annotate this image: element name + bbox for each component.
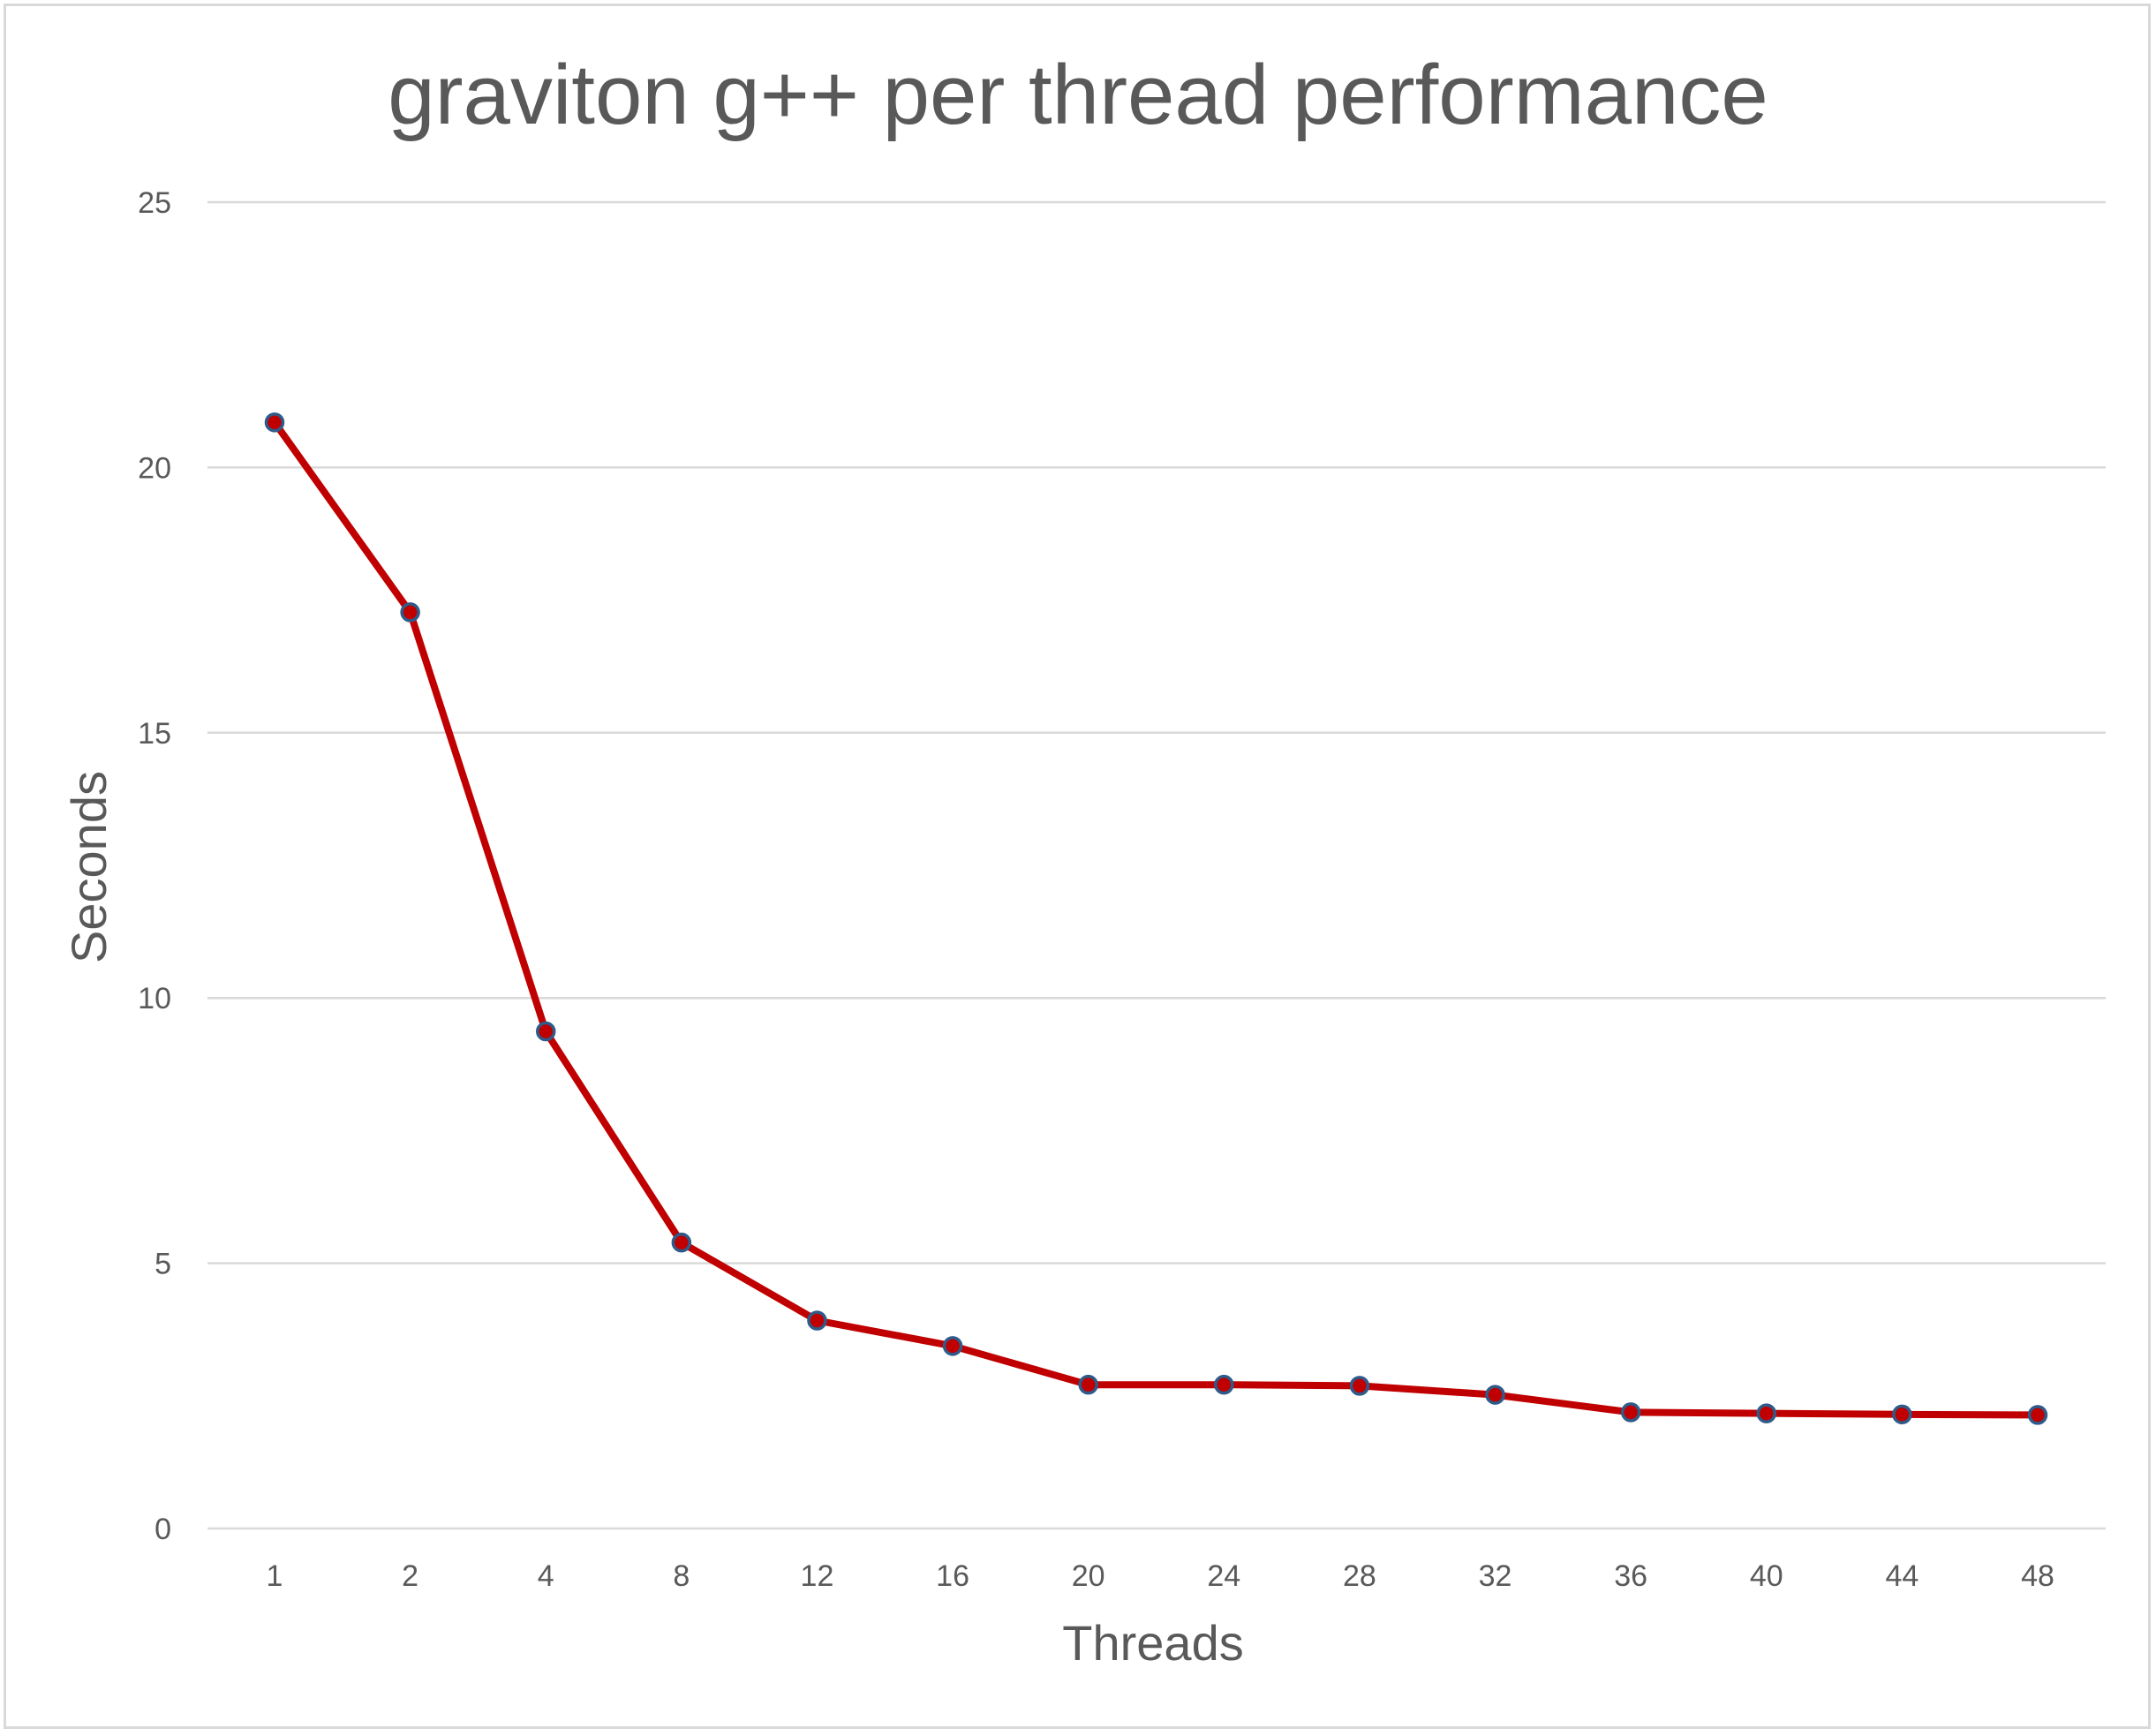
data-point-44: [1892, 1404, 1912, 1425]
chart-frame: [4, 4, 2151, 1729]
chart-title: graviton g++ per thread performance: [388, 48, 1768, 142]
y-tick-label-15: 15: [138, 717, 171, 751]
x-tick-label-20: 20: [1072, 1559, 1105, 1593]
y-tick-label-5: 5: [155, 1248, 171, 1281]
data-point-16: [942, 1336, 963, 1356]
series-layer: [264, 412, 2048, 1425]
data-point-4: [535, 1021, 556, 1042]
x-tick-label-4: 4: [538, 1559, 554, 1593]
data-point-24: [1214, 1374, 1234, 1395]
data-point-12: [807, 1310, 827, 1331]
gridlines: [207, 200, 2106, 1530]
x-tick-label-8: 8: [673, 1559, 690, 1593]
x-tick-label-16: 16: [936, 1559, 969, 1593]
y-tick-label-0: 0: [155, 1513, 171, 1546]
x-tick-label-32: 32: [1479, 1559, 1512, 1593]
x-tick-label-48: 48: [2021, 1559, 2054, 1593]
data-point-36: [1620, 1402, 1641, 1423]
x-tick-label-28: 28: [1343, 1559, 1376, 1593]
x-axis-title: Threads: [1062, 1615, 1243, 1671]
x-tick-label-2: 2: [402, 1559, 418, 1593]
y-axis-ticks: 0 5 10 15 20 25: [138, 186, 171, 1546]
data-point-28: [1349, 1376, 1370, 1396]
x-tick-label-36: 36: [1614, 1559, 1647, 1593]
y-tick-label-10: 10: [138, 982, 171, 1015]
y-tick-label-20: 20: [138, 451, 171, 485]
data-point-48: [2027, 1405, 2048, 1425]
data-point-20: [1078, 1374, 1098, 1395]
data-point-40: [1756, 1403, 1777, 1423]
data-point-1: [264, 412, 285, 433]
data-point-2: [400, 602, 420, 623]
x-axis-ticks: 1 2 4 8 12 16 20 24 28 32 36 40 44 48: [267, 1559, 2054, 1593]
x-tick-label-24: 24: [1207, 1559, 1240, 1593]
x-tick-label-1: 1: [267, 1559, 283, 1593]
data-point-8: [671, 1232, 692, 1253]
series-line-0: [271, 419, 2041, 1419]
x-tick-label-40: 40: [1750, 1559, 1783, 1593]
x-tick-label-44: 44: [1885, 1559, 1919, 1593]
data-point-32: [1485, 1385, 1505, 1405]
y-axis-title: Seconds: [61, 771, 117, 963]
x-tick-label-12: 12: [801, 1559, 834, 1593]
y-tick-label-25: 25: [138, 186, 171, 220]
